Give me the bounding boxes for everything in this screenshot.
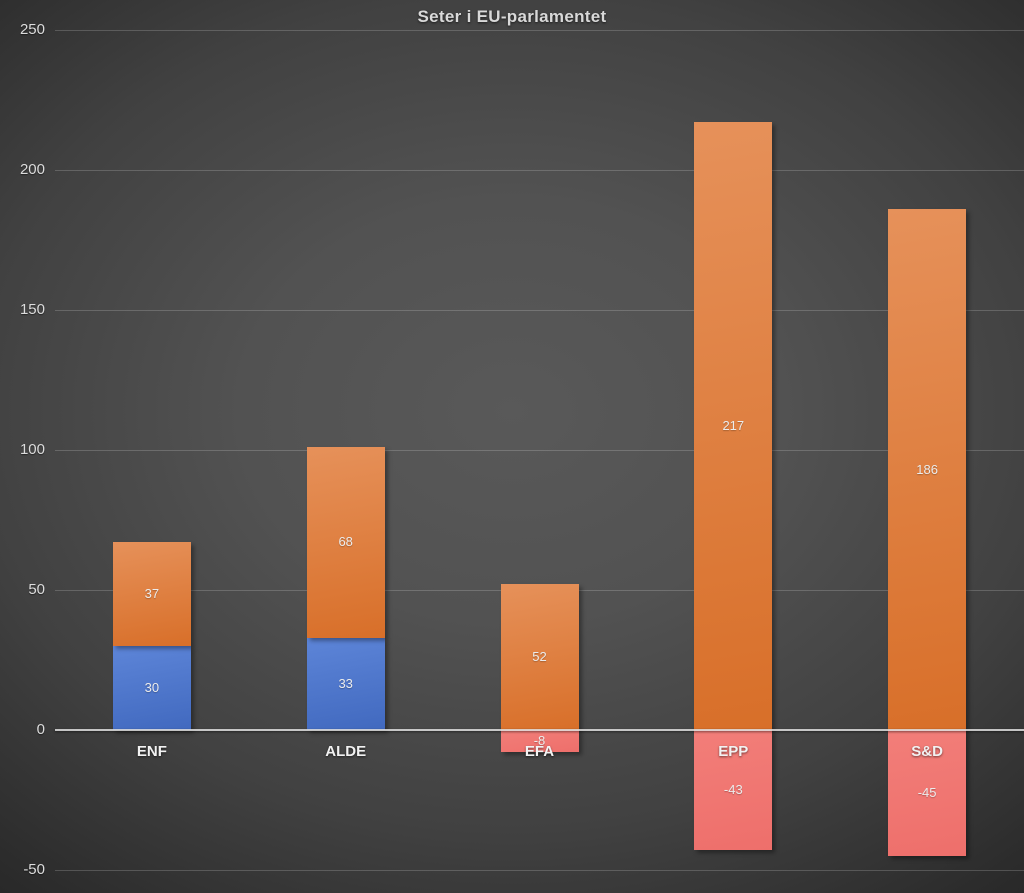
y-axis-tick-label: 200: [19, 161, 45, 178]
chart-title: Seter i EU-parlamentet: [417, 7, 607, 26]
data-label: 33: [338, 675, 353, 691]
bar-segment-orange-segment-alde: [306, 447, 385, 638]
data-label: 68: [338, 534, 353, 550]
bar-segment-blue-segment-alde: [306, 637, 385, 730]
data-label: 217: [722, 418, 745, 434]
gridline: [55, 450, 1024, 451]
bar-segment-orange-segment-enf: [112, 542, 191, 646]
bar-segment-red-segment-efa: [500, 730, 579, 753]
bar-segment-orange-segment-efa: [500, 584, 579, 730]
category-label-alde: ALDE: [325, 743, 367, 760]
bar-segment-orange-segment-sd: [888, 209, 967, 730]
y-axis-tick-label: 150: [19, 301, 45, 318]
y-axis-tick-label: -50: [23, 861, 45, 878]
y-axis-tick-label: 50: [28, 581, 45, 598]
y-axis-tick-label: 100: [19, 441, 45, 458]
data-label: 52: [532, 649, 547, 665]
gridline: [55, 870, 1024, 871]
y-axis-tick-label: 250: [19, 21, 45, 38]
bar-segment-blue-segment-enf: [112, 646, 191, 730]
category-label-efa: EFA: [524, 743, 555, 760]
bar-segment-red-segment-sd: [888, 730, 967, 856]
data-label: 30: [144, 680, 160, 695]
data-label: -45: [917, 785, 937, 800]
y-axis-tick-label: 0: [36, 721, 45, 738]
x-axis-line: [55, 729, 1024, 731]
category-label-enf: ENF: [136, 743, 167, 760]
gridline: [55, 30, 1024, 31]
gridline: [55, 310, 1024, 311]
data-label: -43: [723, 782, 743, 798]
bar-segment-red-segment-epp: [694, 730, 773, 851]
data-label: 37: [144, 586, 160, 602]
data-label: -8: [533, 733, 546, 749]
data-label: 186: [916, 461, 938, 477]
category-label-sd: S&D: [911, 743, 943, 760]
gridline: [55, 170, 1024, 171]
bar-segment-orange-segment-epp: [694, 122, 773, 730]
category-label-epp: EPP: [718, 743, 749, 760]
